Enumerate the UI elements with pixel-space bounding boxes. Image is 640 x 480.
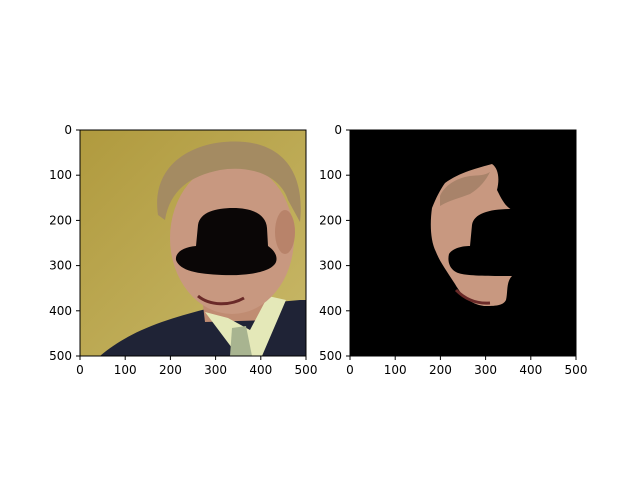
y-tick-label: 500 (49, 349, 72, 363)
right-axes-frame (349, 129, 577, 357)
right-axis-ticks: 0 100 200 300 400 500 0 100 200 300 400 500 (319, 123, 587, 377)
y-tick-label: 200 (319, 213, 342, 227)
x-tick-label: 300 (474, 363, 497, 377)
y-tick-label: 300 (319, 259, 342, 273)
original-photo (80, 130, 306, 356)
mask-shape (175, 208, 277, 276)
y-tick-label: 0 (334, 123, 342, 137)
x-tick-label: 400 (249, 363, 272, 377)
y-tick-label: 0 (64, 123, 72, 137)
y-tick-label: 300 (49, 259, 72, 273)
y-tick-label: 100 (49, 168, 72, 182)
mask-shape (448, 209, 512, 276)
x-tick-label: 200 (429, 363, 452, 377)
y-tick-label: 100 (319, 168, 342, 182)
y-tick-label: 200 (49, 213, 72, 227)
left-axes-frame (79, 129, 307, 357)
x-tick-label: 500 (565, 363, 588, 377)
x-tick-label: 200 (159, 363, 182, 377)
x-tick-label: 300 (204, 363, 227, 377)
x-tick-label: 0 (346, 363, 354, 377)
y-tick-label: 400 (49, 304, 72, 318)
x-tick-label: 500 (295, 363, 318, 377)
x-tick-label: 100 (384, 363, 407, 377)
y-tick-label: 400 (319, 304, 342, 318)
masked-face-panel: 0 100 200 300 400 500 0 100 200 300 400 500 (319, 123, 587, 377)
segmented-photo (350, 130, 576, 356)
x-tick-label: 100 (114, 363, 137, 377)
y-tick-label: 500 (319, 349, 342, 363)
x-tick-label: 400 (519, 363, 542, 377)
x-tick-label: 0 (76, 363, 84, 377)
left-axis-ticks: 0 100 200 300 400 500 0 100 200 300 400 500 (49, 123, 317, 377)
original-image-panel: 0 100 200 300 400 500 0 100 200 300 400 500 (49, 123, 317, 377)
